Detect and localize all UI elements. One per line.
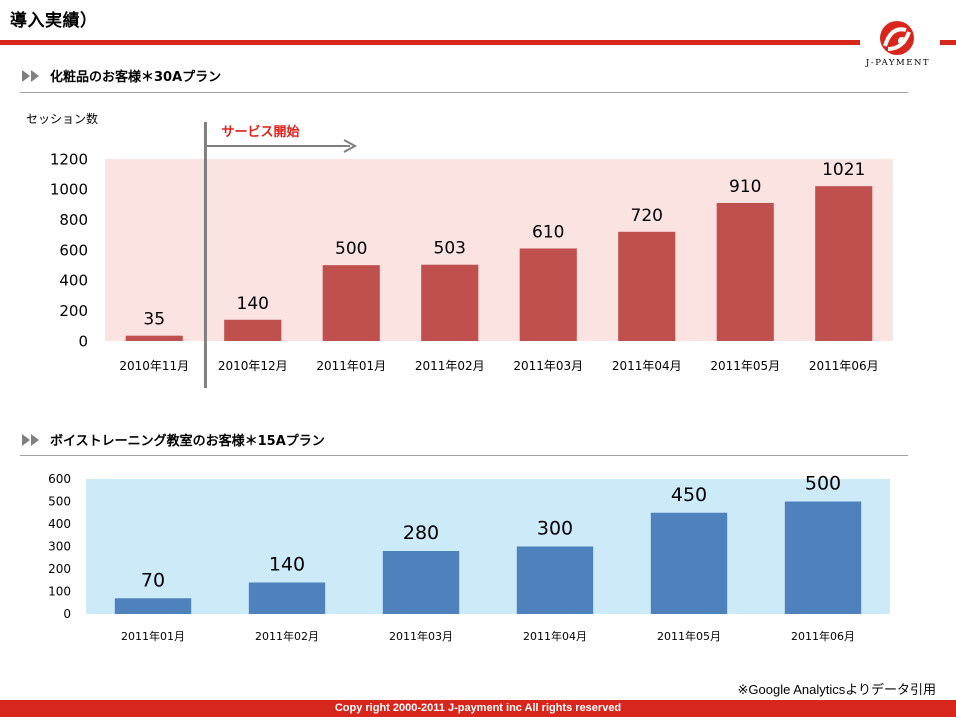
data-label: 300 bbox=[537, 518, 573, 540]
x-tick-label: 2011年06月 bbox=[809, 359, 879, 373]
bar bbox=[421, 264, 479, 341]
y-tick-label: 200 bbox=[59, 302, 88, 320]
data-label: 140 bbox=[237, 294, 269, 314]
y-tick-label: 200 bbox=[48, 562, 71, 576]
y-tick-label: 1200 bbox=[50, 150, 88, 168]
y-tick-label: 800 bbox=[59, 211, 88, 229]
double-arrow-icon bbox=[22, 69, 39, 82]
bar bbox=[382, 551, 460, 614]
data-label: 720 bbox=[631, 206, 663, 226]
y-tick-label: 0 bbox=[78, 332, 88, 350]
x-tick-label: 2011年04月 bbox=[612, 359, 682, 373]
section-heading-voice-training: ボイストレーニング教室のお客様＊15Aプラン bbox=[20, 430, 325, 449]
y-tick-label: 600 bbox=[59, 241, 88, 259]
data-label: 1021 bbox=[822, 160, 865, 180]
y-tick-label: 600 bbox=[48, 472, 71, 486]
header-red-rule-right bbox=[940, 40, 956, 45]
header-red-rule bbox=[0, 40, 860, 45]
y-tick-label: 500 bbox=[48, 495, 71, 509]
double-arrow-icon bbox=[22, 433, 39, 446]
bar bbox=[519, 248, 577, 341]
y-tick-label: 100 bbox=[48, 585, 71, 599]
data-label: 500 bbox=[805, 473, 841, 495]
bar bbox=[224, 319, 282, 341]
plot-area bbox=[86, 479, 890, 614]
logo-wordmark: J-PAYMENT bbox=[865, 58, 931, 68]
page-title: 導入実績） bbox=[10, 11, 98, 31]
x-tick-label: 2011年02月 bbox=[415, 359, 485, 373]
data-label: 35 bbox=[143, 310, 165, 330]
x-tick-label: 2011年05月 bbox=[657, 629, 721, 643]
bar bbox=[516, 546, 594, 614]
data-label: 280 bbox=[403, 522, 439, 544]
data-label: 610 bbox=[532, 222, 564, 242]
section-heading-text: 化粧品のお客様＊30Aプラン bbox=[50, 70, 222, 85]
bar bbox=[815, 186, 873, 341]
source-note: ※Google Analyticsよりデータ引用 bbox=[737, 682, 936, 697]
section-divider bbox=[20, 455, 908, 456]
section-divider bbox=[20, 92, 908, 93]
bar bbox=[125, 335, 183, 341]
data-label: 140 bbox=[269, 554, 305, 576]
bar bbox=[114, 598, 192, 614]
y-axis-title: セッション数 bbox=[26, 112, 99, 126]
chart-voice-training-sessions: 0 100 200 300 400 500 600 70 2011年01月 140 2011年02月… bbox=[48, 472, 890, 643]
bar bbox=[322, 265, 380, 341]
x-tick-label: 2010年12月 bbox=[218, 359, 288, 373]
x-tick-label: 2011年04月 bbox=[523, 629, 587, 643]
bar bbox=[784, 501, 862, 614]
j-payment-logo bbox=[880, 21, 914, 55]
data-label: 70 bbox=[141, 569, 165, 591]
chart-cosmetics-sessions: 0 200 400 600 800 1000 1200 35 2010年11月 140 2010年1… bbox=[50, 122, 893, 388]
x-tick-label: 2011年03月 bbox=[513, 359, 583, 373]
x-tick-label: 2011年01月 bbox=[316, 359, 386, 373]
data-label: 450 bbox=[671, 484, 707, 506]
x-tick-label: 2010年11月 bbox=[119, 359, 189, 373]
x-tick-label: 2011年01月 bbox=[121, 629, 185, 643]
y-tick-label: 300 bbox=[48, 540, 71, 554]
footer-copyright: Copy right 2000-2011 J-payment inc All r… bbox=[0, 700, 956, 717]
x-tick-label: 2011年06月 bbox=[791, 629, 855, 643]
data-label: 910 bbox=[729, 177, 761, 197]
service-start-arrowhead bbox=[343, 139, 358, 153]
data-label: 503 bbox=[434, 239, 466, 259]
bar bbox=[248, 582, 326, 614]
bar bbox=[618, 231, 676, 341]
y-tick-label: 0 bbox=[63, 607, 71, 621]
service-start-annotation: サービス開始 bbox=[221, 124, 299, 140]
x-tick-label: 2011年05月 bbox=[710, 359, 780, 373]
data-label: 500 bbox=[335, 239, 367, 259]
bar bbox=[716, 202, 774, 341]
y-tick-label: 400 bbox=[59, 272, 88, 290]
x-tick-label: 2011年02月 bbox=[255, 629, 319, 643]
section-heading-cosmetics: 化粧品のお客様＊30Aプラン bbox=[20, 66, 221, 85]
x-tick-label: 2011年03月 bbox=[389, 629, 453, 643]
bar bbox=[650, 512, 728, 614]
y-tick-label: 1000 bbox=[50, 181, 88, 199]
y-tick-label: 400 bbox=[48, 517, 71, 531]
section-heading-text: ボイストレーニング教室のお客様＊15Aプラン bbox=[50, 434, 325, 449]
